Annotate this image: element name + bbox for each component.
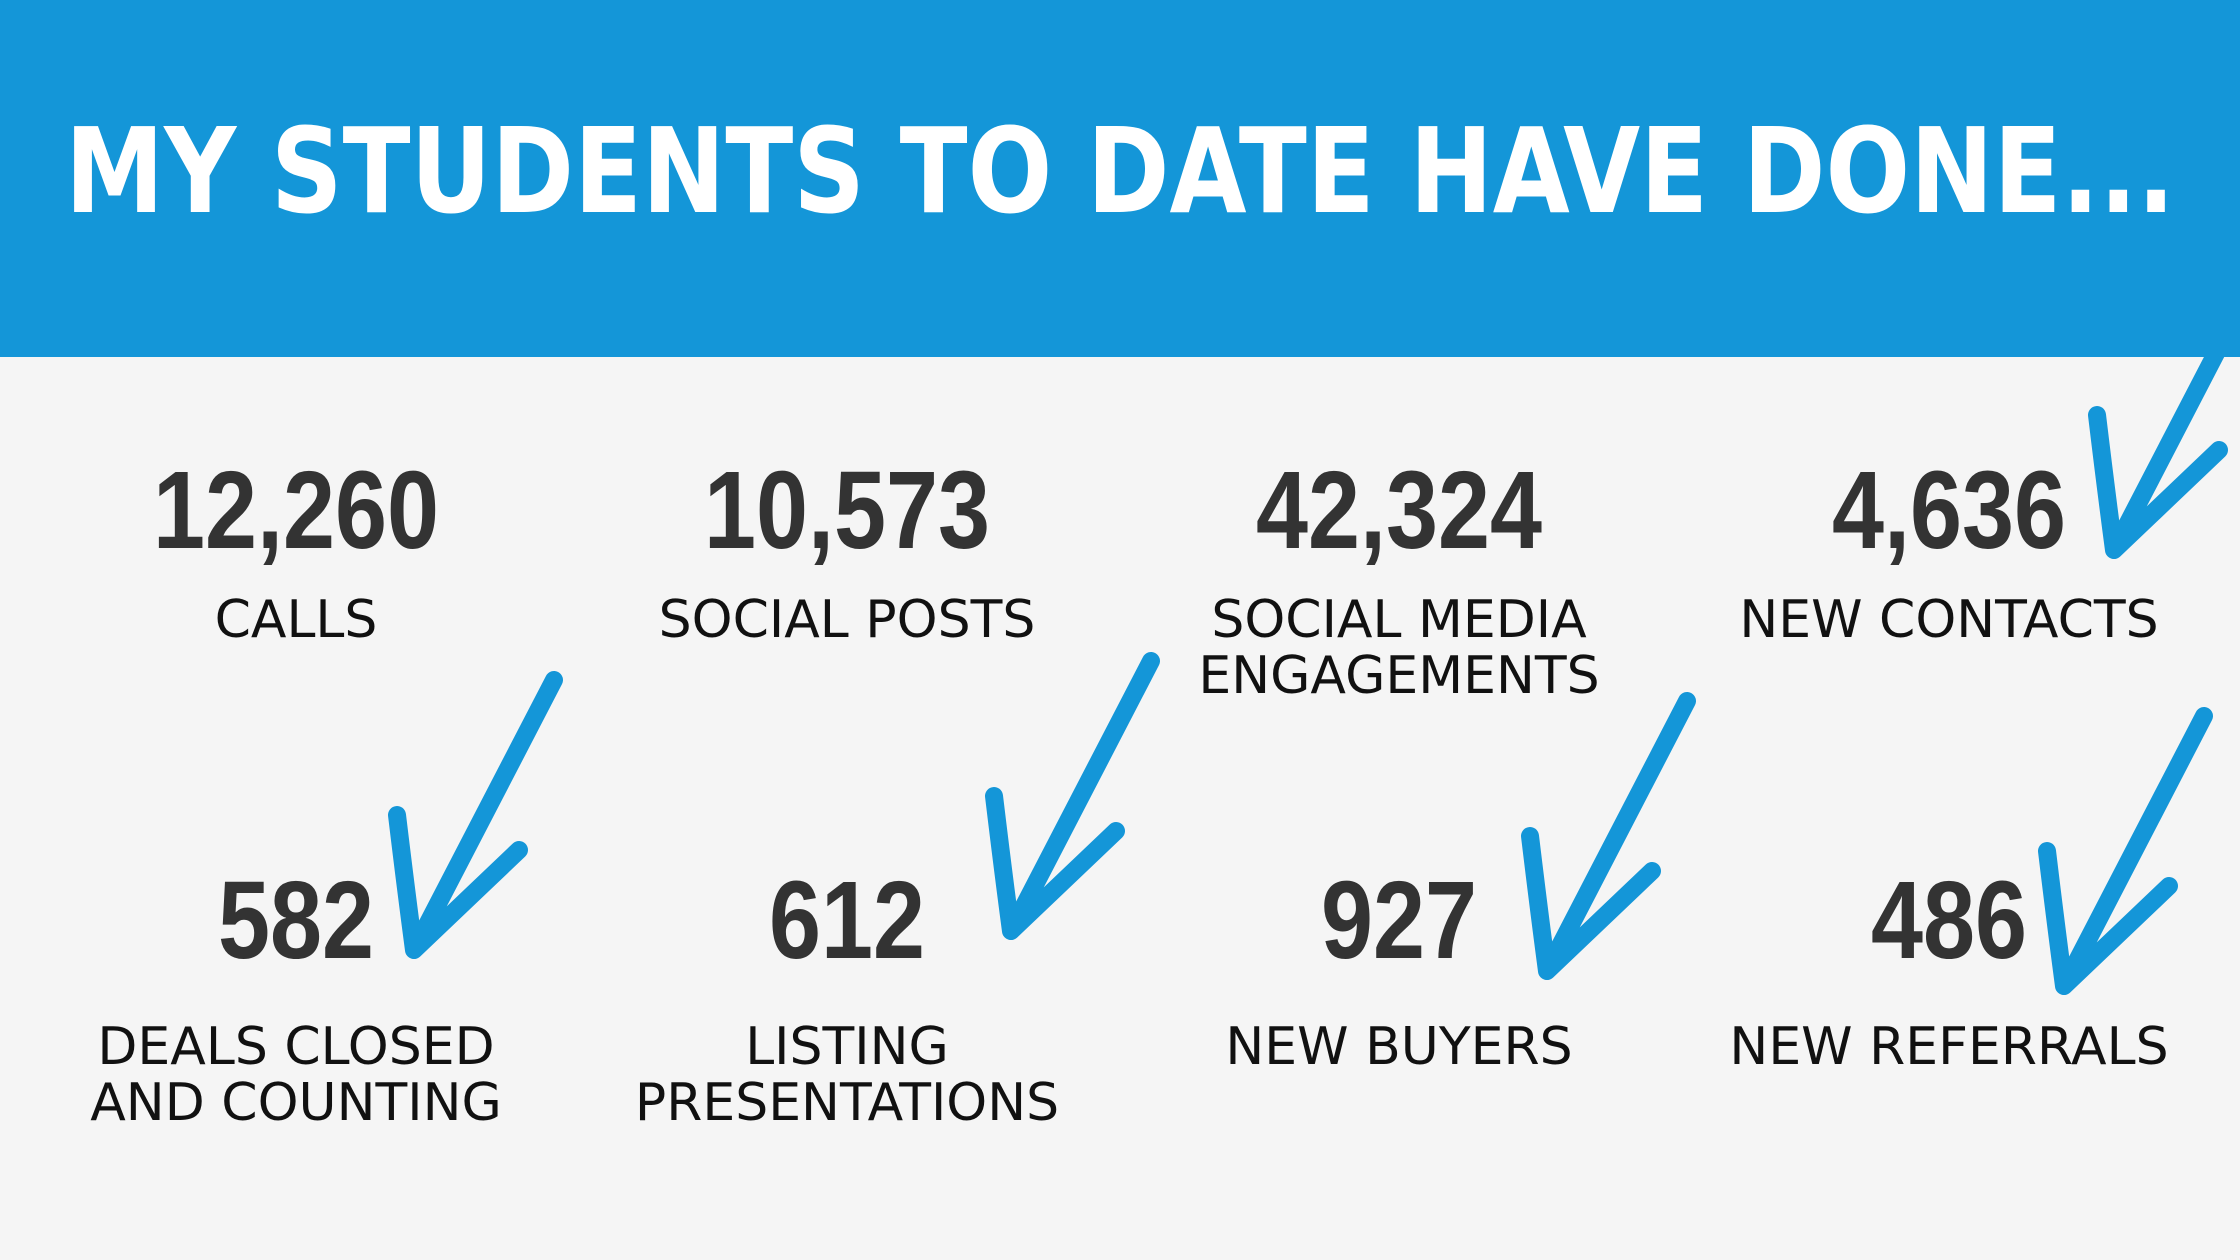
stat-value: 4,636 [1832,449,2066,572]
checkmark [985,652,1160,940]
checkmarks [388,287,2240,995]
stat-label: LISTING [745,1017,949,1077]
checkmark [1521,692,1696,980]
stat-label: NEW REFERRALS [1729,1017,2168,1077]
stat-label: ENGAGEMENTS [1198,646,1599,706]
stat-label: SOCIAL MEDIA [1211,590,1587,650]
stat-label: SOCIAL POSTS [659,590,1036,650]
checkmark [388,671,563,959]
header-title: MY STUDENTS TO DATE HAVE DONE... [65,102,2175,240]
stat-label: CALLS [215,590,378,650]
stat-value: 42,324 [1256,449,1542,572]
stat-value: 612 [769,859,925,982]
stat-value: 582 [218,859,374,982]
checkmark [2038,707,2213,995]
stat-value: 927 [1321,859,1477,982]
stat-label: PRESENTATIONS [635,1073,1059,1133]
stat-value: 10,573 [704,449,990,572]
stat-label: DEALS CLOSED [97,1017,494,1077]
stat-value: 486 [1871,859,2027,982]
stat-label: AND COUNTING [90,1073,502,1133]
stat-value: 12,260 [153,449,439,572]
header-band [0,0,2240,357]
stat-label: NEW BUYERS [1225,1017,1572,1077]
stat-label: NEW CONTACTS [1739,590,2158,650]
